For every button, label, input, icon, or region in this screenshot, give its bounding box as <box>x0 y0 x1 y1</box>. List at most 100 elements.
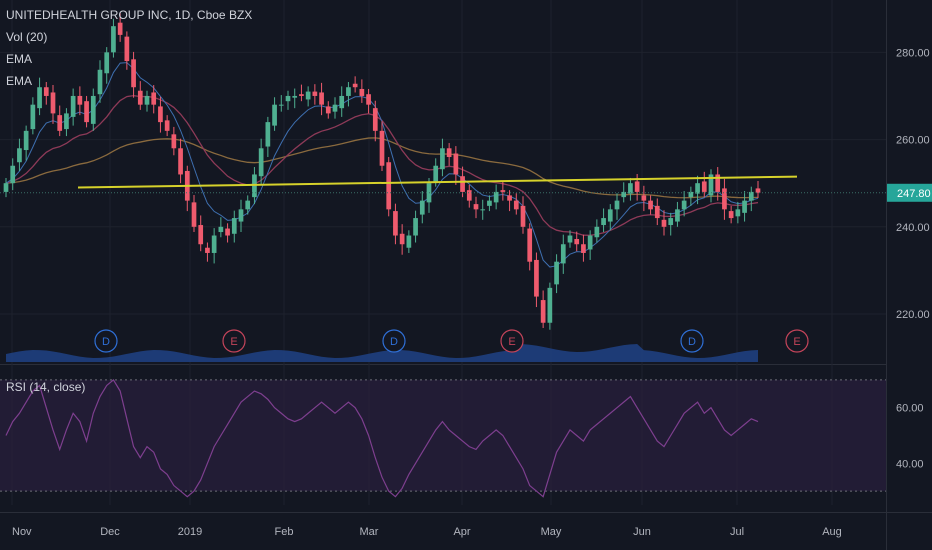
candle-body[interactable] <box>614 200 620 210</box>
candle-body[interactable] <box>50 92 56 114</box>
candle-body[interactable] <box>654 205 660 219</box>
candle-body[interactable] <box>668 218 674 226</box>
candle-body[interactable] <box>312 91 318 96</box>
candle-body[interactable] <box>319 92 324 105</box>
candle-body[interactable] <box>574 239 580 245</box>
candle-body[interactable] <box>688 191 694 198</box>
candle-body[interactable] <box>540 300 546 323</box>
candle-body[interactable] <box>547 287 553 323</box>
candle-body[interactable] <box>198 225 204 245</box>
candle-body[interactable] <box>231 218 237 234</box>
candle-body[interactable] <box>554 261 559 285</box>
candle-body[interactable] <box>648 200 653 210</box>
candle-body[interactable] <box>587 235 593 250</box>
candle-body[interactable] <box>607 209 613 222</box>
candle-body[interactable] <box>406 235 412 248</box>
candle-body[interactable] <box>681 200 687 210</box>
candle-body[interactable] <box>292 95 298 98</box>
candle-body[interactable] <box>440 148 445 170</box>
candle-body[interactable] <box>634 181 640 192</box>
candle-body[interactable] <box>621 191 627 198</box>
candle-body[interactable] <box>366 94 371 105</box>
candle-body[interactable] <box>325 106 331 114</box>
candle-body[interactable] <box>158 106 163 123</box>
candle-body[interactable] <box>460 176 465 192</box>
candle-body[interactable] <box>480 209 486 211</box>
candle-body[interactable] <box>701 181 707 192</box>
candle-body[interactable] <box>258 148 264 177</box>
candle-body[interactable] <box>299 94 304 96</box>
candle-body[interactable] <box>84 101 89 123</box>
candle-body[interactable] <box>735 209 741 217</box>
rsi-title[interactable]: RSI (14, close) <box>6 380 86 394</box>
trendline[interactable] <box>77 175 798 189</box>
candle-body[interactable] <box>151 92 157 105</box>
candle-body[interactable] <box>352 83 358 88</box>
candle-body[interactable] <box>23 130 29 151</box>
candle-body[interactable] <box>272 104 277 126</box>
candle-body[interactable] <box>238 209 244 222</box>
candle-body[interactable] <box>359 88 365 96</box>
legend-ema-1[interactable]: EMA <box>6 52 33 66</box>
candle-body[interactable] <box>728 211 734 219</box>
candle-body[interactable] <box>708 174 714 196</box>
candle-body[interactable] <box>493 191 499 203</box>
candle-body[interactable] <box>695 183 700 194</box>
candle-body[interactable] <box>97 69 103 95</box>
candle-body[interactable] <box>393 211 398 236</box>
candle-body[interactable] <box>17 148 22 163</box>
candle-body[interactable] <box>64 113 69 130</box>
candle-body[interactable] <box>3 183 9 192</box>
candle-body[interactable] <box>641 195 647 201</box>
candle-body[interactable] <box>111 26 116 53</box>
candle-body[interactable] <box>567 235 573 243</box>
candle-body[interactable] <box>265 122 271 147</box>
candle-body[interactable] <box>225 228 230 236</box>
candle-body[interactable] <box>520 205 526 227</box>
candle-body[interactable] <box>433 165 439 182</box>
candle-body[interactable] <box>90 95 96 124</box>
candle-body[interactable] <box>601 218 606 226</box>
candle-body[interactable] <box>218 226 224 233</box>
candle-body[interactable] <box>30 104 36 130</box>
candle-body[interactable] <box>211 235 217 253</box>
candle-body[interactable] <box>178 148 183 175</box>
earnings-marker[interactable] <box>222 329 246 353</box>
candle-body[interactable] <box>386 162 392 210</box>
candle-body[interactable] <box>527 228 533 262</box>
candle-body[interactable] <box>70 95 76 117</box>
earnings-marker[interactable] <box>785 329 809 353</box>
candle-body[interactable] <box>755 188 761 193</box>
candle-body[interactable] <box>77 95 83 105</box>
dividend-marker[interactable] <box>680 329 704 353</box>
candle-body[interactable] <box>473 204 479 210</box>
dividend-marker[interactable] <box>382 329 406 353</box>
candle-body[interactable] <box>715 174 721 192</box>
candle-body[interactable] <box>594 226 600 238</box>
candle-body[interactable] <box>43 87 49 96</box>
candle-body[interactable] <box>57 115 63 131</box>
candle-body[interactable] <box>581 244 586 253</box>
candle-body[interactable] <box>419 200 425 215</box>
candle-body[interactable] <box>164 120 170 131</box>
candle-body[interactable] <box>171 134 177 149</box>
candle-body[interactable] <box>278 104 284 106</box>
candle-body[interactable] <box>117 22 123 35</box>
candle-body[interactable] <box>560 244 566 264</box>
candle-body[interactable] <box>742 200 747 213</box>
candle-body[interactable] <box>513 200 519 210</box>
candle-body[interactable] <box>500 190 506 192</box>
legend-volume[interactable]: Vol (20) <box>6 30 48 44</box>
candle-body[interactable] <box>379 130 385 166</box>
dividend-marker[interactable] <box>94 329 118 353</box>
candle-body[interactable] <box>446 148 452 158</box>
candle-body[interactable] <box>124 36 130 62</box>
candle-body[interactable] <box>10 165 16 184</box>
candle-body[interactable] <box>372 108 378 131</box>
candle-body[interactable] <box>346 87 351 96</box>
candle-body[interactable] <box>205 247 210 253</box>
candle-body[interactable] <box>453 153 459 175</box>
candle-body[interactable] <box>675 209 680 222</box>
